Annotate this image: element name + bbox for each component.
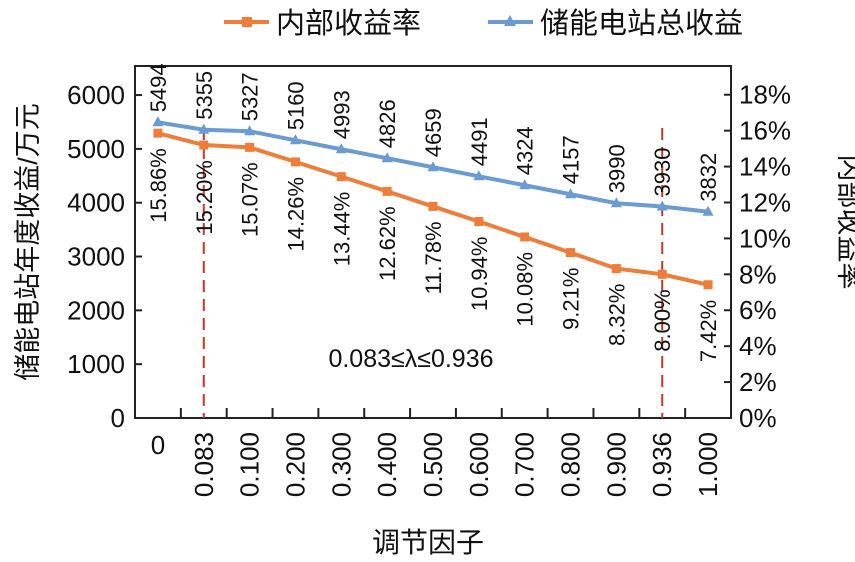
legend-label: 储能电站总收益 [540,7,743,40]
data-label: 11.78% [421,221,446,294]
right-tick-label: 14% [739,152,791,182]
data-label: 15.86% [146,148,171,223]
data-label: 14.26% [283,177,308,252]
data-point-marker [474,217,484,227]
x-tick-label: 0.083 [189,432,219,497]
x-tick-label: 0.100 [235,432,265,497]
legend-marker [242,17,252,27]
data-label: 15.20% [192,160,217,235]
data-point-marker [199,140,209,150]
data-point-marker [245,142,255,152]
data-label: 4993 [329,90,354,139]
right-tick-label: 12% [739,187,791,217]
data-point-marker [611,264,621,274]
x-tick-label: 0.200 [280,432,310,497]
data-point-marker [427,161,439,172]
left-tick-label: 4000 [67,188,125,218]
data-point-marker [520,232,530,242]
x-tick-label: 0.936 [647,432,677,497]
left-tick-label: 0 [111,403,125,433]
data-label: 8.32% [604,284,629,346]
data-point-marker [336,172,346,182]
right-tick-label: 8% [739,259,777,289]
data-label: 4659 [421,108,446,157]
x-axis-title: 调节因子 [372,527,484,558]
data-point-marker [335,143,347,154]
right-axis-title: 内部收益率 [834,155,855,290]
data-point-marker [657,269,667,279]
data-label: 3832 [696,153,721,202]
right-tick-label: 18% [739,80,791,110]
data-label: 9.21% [559,268,584,330]
right-tick-label: 2% [739,367,777,397]
left-axis-title: 储能电站年度收益/万元 [13,103,43,381]
data-label: 8.00% [650,289,675,351]
x-tick-label: 0.300 [326,432,356,497]
left-tick-label: 3000 [67,242,125,272]
data-point-marker [703,280,713,290]
data-label: 15.07% [238,162,263,237]
right-tick-label: 4% [739,331,777,361]
data-point-marker [702,205,714,216]
data-label: 10.94% [467,237,492,312]
x-tick-label: 0 [151,430,165,460]
x-tick-label: 0.400 [372,432,402,497]
data-point-marker [153,128,163,138]
legend-label: 内部收益率 [276,7,421,40]
data-point-marker [152,116,164,127]
data-point-marker [382,186,392,196]
data-point-marker [610,197,622,208]
data-label: 5355 [192,71,217,120]
data-point-marker [198,123,210,134]
left-tick-label: 5000 [67,134,125,164]
data-label: 12.62% [375,206,400,281]
data-label: 3930 [650,148,675,197]
data-point-marker [656,200,668,211]
x-tick-label: 0.500 [418,432,448,497]
x-tick-label: 1.000 [693,432,723,497]
data-point-marker [290,157,300,167]
data-label: 4826 [375,99,400,148]
x-tick-label: 0.600 [464,432,494,497]
range-annotation: 0.083≤λ≤0.936 [328,345,493,373]
left-tick-label: 6000 [67,80,125,110]
data-label: 4157 [559,135,584,184]
data-point-marker [566,248,576,258]
data-point-marker [473,170,485,181]
data-label: 10.08% [513,252,538,327]
data-point-marker [381,152,393,163]
right-tick-label: 16% [739,116,791,146]
x-tick-label: 0.900 [601,432,631,497]
x-tick-label: 0.800 [556,432,586,497]
data-point-marker [244,125,256,136]
data-point-marker [289,134,301,145]
x-tick-label: 0.700 [510,432,540,497]
left-tick-label: 1000 [67,349,125,379]
data-label: 5494 [146,63,171,112]
data-label: 5160 [283,81,308,130]
data-label: 5327 [238,72,263,121]
data-label: 4324 [513,126,538,175]
data-point-marker [565,188,577,199]
right-tick-label: 10% [739,223,791,253]
left-tick-label: 2000 [67,295,125,325]
data-label: 13.44% [329,192,354,267]
data-point-marker [519,179,531,190]
data-label: 4491 [467,117,492,166]
right-tick-label: 6% [739,295,777,325]
legend-marker [504,15,516,26]
data-label: 3990 [604,144,629,193]
data-point-marker [428,201,438,211]
right-tick-label: 0% [739,403,777,433]
data-label: 7.42% [696,300,721,362]
plot-frame [134,65,732,419]
